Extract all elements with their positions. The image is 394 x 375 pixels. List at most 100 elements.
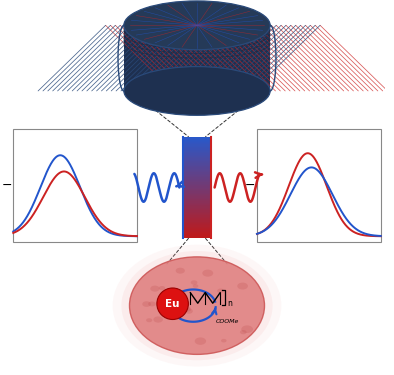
Bar <box>183 198 211 199</box>
Ellipse shape <box>185 309 193 314</box>
Bar <box>183 217 211 218</box>
Bar <box>183 193 211 194</box>
Ellipse shape <box>237 283 248 290</box>
Bar <box>183 140 211 141</box>
Bar <box>183 168 211 170</box>
Bar <box>183 147 211 148</box>
Ellipse shape <box>150 286 160 292</box>
Bar <box>183 232 211 233</box>
Bar <box>183 210 211 212</box>
Bar <box>183 158 211 160</box>
Ellipse shape <box>182 307 187 310</box>
Bar <box>183 233 211 234</box>
Bar <box>183 151 211 152</box>
Bar <box>183 199 211 200</box>
Bar <box>183 231 211 232</box>
Bar <box>183 228 211 229</box>
Bar <box>183 214 211 215</box>
Bar <box>183 156 211 157</box>
Bar <box>183 166 211 167</box>
Bar <box>183 190 211 191</box>
Bar <box>183 215 211 217</box>
Ellipse shape <box>176 268 185 274</box>
Bar <box>183 211 211 213</box>
Bar <box>183 223 211 224</box>
Text: Eu: Eu <box>165 299 180 309</box>
Ellipse shape <box>221 339 227 342</box>
Bar <box>183 160 211 161</box>
Bar <box>183 137 211 138</box>
Text: −: − <box>1 179 12 192</box>
Bar <box>183 236 211 237</box>
Bar <box>183 152 211 153</box>
Ellipse shape <box>142 301 151 307</box>
Ellipse shape <box>241 326 253 333</box>
Bar <box>183 146 211 147</box>
Text: COOMe: COOMe <box>215 319 239 324</box>
Bar <box>183 167 211 168</box>
Bar <box>183 224 211 225</box>
Bar <box>183 186 211 188</box>
Ellipse shape <box>146 318 152 322</box>
Ellipse shape <box>195 338 206 345</box>
Bar <box>183 184 211 185</box>
Ellipse shape <box>124 1 270 50</box>
Text: n: n <box>227 300 232 309</box>
Bar <box>13 129 137 242</box>
Bar <box>183 225 211 227</box>
Bar <box>183 234 211 236</box>
Bar <box>183 181 211 182</box>
Bar <box>183 143 211 144</box>
Ellipse shape <box>124 67 270 116</box>
Bar <box>183 229 211 231</box>
Bar <box>183 180 211 181</box>
Bar <box>257 129 381 242</box>
Ellipse shape <box>130 257 264 354</box>
Bar <box>183 207 211 208</box>
Bar <box>183 201 211 202</box>
Ellipse shape <box>148 302 156 306</box>
Bar <box>183 172 211 174</box>
Bar <box>183 170 211 171</box>
Ellipse shape <box>202 270 213 277</box>
Bar <box>183 142 211 143</box>
Bar <box>183 162 211 164</box>
Bar <box>183 200 211 201</box>
Bar <box>183 157 211 158</box>
Bar <box>183 237 211 238</box>
Bar <box>183 191 211 193</box>
Bar <box>183 213 211 214</box>
Ellipse shape <box>130 257 264 354</box>
Text: −: − <box>245 179 255 192</box>
Bar <box>183 218 211 219</box>
Bar <box>183 219 211 220</box>
Bar <box>183 178 211 180</box>
Bar <box>183 174 211 175</box>
Bar <box>183 141 211 142</box>
Ellipse shape <box>184 307 191 312</box>
Ellipse shape <box>193 284 198 288</box>
Bar <box>183 154 211 156</box>
Circle shape <box>157 288 188 320</box>
Bar <box>183 202 211 204</box>
Bar <box>183 220 211 222</box>
Bar <box>183 205 211 207</box>
Bar <box>183 138 211 140</box>
Bar <box>183 208 211 209</box>
Bar <box>183 150 211 151</box>
Bar <box>183 189 211 190</box>
Bar <box>183 161 211 162</box>
Bar <box>183 188 211 189</box>
Bar <box>183 209 211 210</box>
Bar <box>183 183 211 184</box>
Bar <box>183 222 211 223</box>
Bar <box>183 204 211 205</box>
Bar <box>183 171 211 172</box>
Bar <box>183 148 211 150</box>
Ellipse shape <box>153 316 163 322</box>
Ellipse shape <box>191 280 197 285</box>
Bar <box>124 26 270 91</box>
Bar <box>183 175 211 176</box>
Bar <box>183 164 211 165</box>
Bar <box>183 176 211 177</box>
